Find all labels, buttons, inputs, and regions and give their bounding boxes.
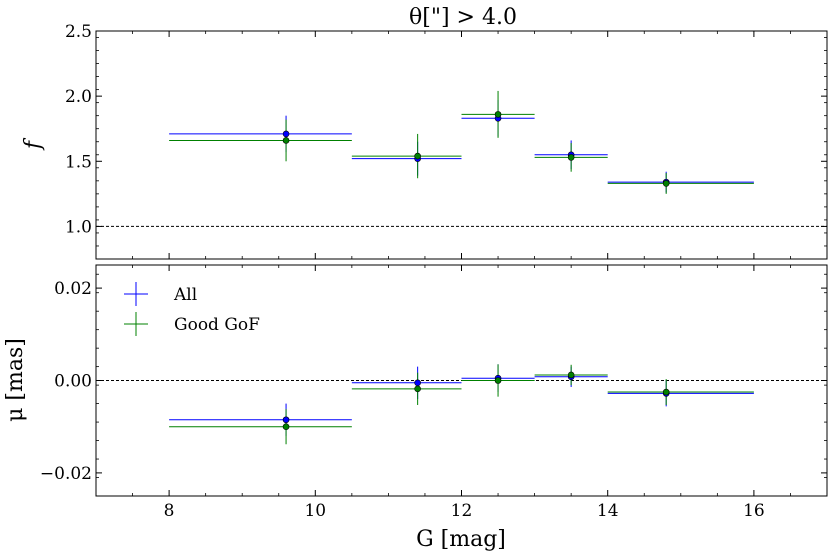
x-tick-label: 12 [451,501,473,521]
top-y-axis-label: f [21,137,46,151]
chart-title: θ["] > 4.0 [409,5,517,30]
top-good-gof-point [414,152,421,160]
x-axis: 8 10 12 14 16 [164,501,765,521]
top-good-gof-point [567,154,575,161]
x-tick-label: 10 [304,501,326,521]
legend-label-good-gof: Good GoF [174,315,260,335]
bottom-good-gof-point [494,377,502,384]
top-y-tick-label: 2.5 [65,22,92,42]
legend-label-all: All [173,285,197,305]
top-all-point [282,130,290,138]
bottom-all-point [414,379,421,387]
x-axis-label: G [mag] [416,527,506,552]
bottom-y-axis-label: μ [mas] [3,338,28,422]
legend-entry-good-gof: Good GoF [124,312,260,336]
top-good-gof-point [662,180,670,187]
top-y-tick-label: 2.0 [65,87,92,107]
bottom-all-point [282,416,290,424]
legend-entry-all: All [124,282,197,306]
x-tick-label: 16 [743,501,765,521]
top-y-tick-label: 1.0 [65,217,92,237]
x-tick-label: 8 [164,501,175,521]
top-y-tick-label: 1.5 [65,152,92,172]
bottom-y-tick-label: −0.02 [40,464,92,484]
bottom-good-gof-point [282,423,290,431]
bottom-good-gof-point [414,385,421,393]
top-good-gof-point [282,137,290,144]
bottom-y-tick-label: 0.00 [54,372,92,392]
x-tick-label: 14 [597,501,619,521]
bottom-good-gof-point [662,388,670,396]
top-panel: 1.0 1.5 2.0 2.5 f [21,22,828,260]
top-panel-frame [95,30,828,260]
top-good-gof-point [494,111,502,118]
bottom-panel: −0.02 0.00 0.02 μ [mas] All Good GoF [3,264,828,497]
bottom-y-tick-label: 0.02 [54,279,92,299]
legend: All Good GoF [124,282,260,336]
bottom-good-gof-point [567,371,575,379]
